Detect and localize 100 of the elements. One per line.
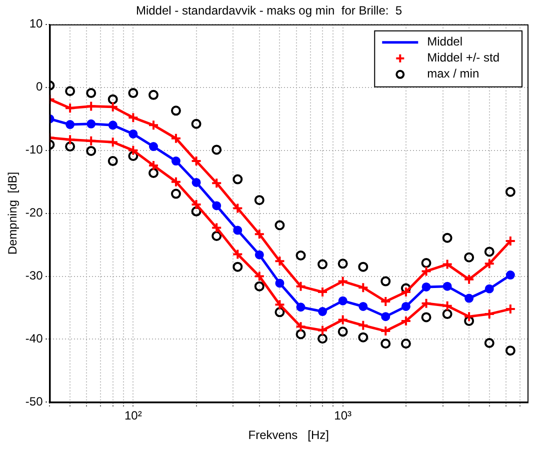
point xyxy=(421,312,432,322)
y-tick-label: -50 xyxy=(25,394,44,409)
point xyxy=(128,88,138,98)
point xyxy=(337,314,348,326)
point xyxy=(505,346,516,356)
point xyxy=(86,146,96,156)
point xyxy=(232,248,244,260)
point xyxy=(318,259,328,270)
point xyxy=(484,246,494,257)
point xyxy=(442,309,452,320)
point xyxy=(65,86,76,96)
point xyxy=(400,338,411,349)
point xyxy=(295,321,306,332)
point xyxy=(442,232,452,243)
point xyxy=(484,338,494,348)
point xyxy=(190,156,202,167)
point xyxy=(274,220,285,230)
point xyxy=(358,320,369,331)
point xyxy=(318,334,328,344)
point xyxy=(381,312,390,322)
point xyxy=(401,302,410,311)
point xyxy=(380,296,392,307)
point xyxy=(358,262,368,272)
point xyxy=(171,156,180,166)
point xyxy=(191,206,202,216)
point xyxy=(317,324,328,336)
point xyxy=(211,178,222,189)
point xyxy=(148,160,159,171)
point xyxy=(442,258,453,270)
point xyxy=(170,106,181,116)
x-tick-label: 10³ xyxy=(334,408,352,423)
point xyxy=(86,88,96,98)
point xyxy=(254,270,265,282)
point xyxy=(107,136,118,148)
point xyxy=(464,252,474,262)
point xyxy=(170,132,182,144)
point xyxy=(420,298,432,309)
point xyxy=(420,266,432,277)
point xyxy=(296,302,306,312)
point xyxy=(400,286,412,298)
y-tick-label: -30 xyxy=(25,268,44,283)
point xyxy=(232,174,243,184)
y-axis-title: Dempning [dB] xyxy=(6,172,20,255)
point xyxy=(190,198,202,210)
y-tick-label: 0 xyxy=(36,80,44,94)
y-tick-label: -20 xyxy=(25,206,44,220)
x-tick-label: 10² xyxy=(124,408,142,423)
legend-label: max / min xyxy=(427,66,480,81)
legend-label: Middel xyxy=(427,34,462,49)
point xyxy=(358,302,368,311)
point xyxy=(358,282,369,294)
point xyxy=(484,258,495,270)
point xyxy=(274,256,286,267)
point xyxy=(254,228,265,240)
point xyxy=(484,284,494,294)
point xyxy=(504,304,516,315)
point xyxy=(211,222,222,234)
y-tick-label: 10 xyxy=(29,16,44,31)
point xyxy=(380,276,391,286)
point xyxy=(148,142,158,152)
point xyxy=(338,326,348,337)
chart-title: Middel - standardavvik - maks og min for Brille: 5 xyxy=(136,4,402,18)
point xyxy=(128,144,139,156)
point xyxy=(400,283,411,294)
x-axis-title: Frekvens [Hz] xyxy=(248,428,329,442)
point xyxy=(212,201,222,210)
point xyxy=(148,168,158,178)
point xyxy=(212,144,222,155)
point xyxy=(86,100,97,112)
point xyxy=(64,134,76,146)
point xyxy=(254,250,264,260)
point xyxy=(400,315,412,326)
point xyxy=(212,230,222,241)
point xyxy=(295,280,306,292)
point xyxy=(296,250,306,260)
legend-label: Middel +/- std xyxy=(427,50,500,65)
point xyxy=(170,188,181,199)
point xyxy=(464,294,474,303)
point xyxy=(442,300,453,312)
point xyxy=(317,286,328,298)
point xyxy=(108,120,118,130)
point xyxy=(442,282,452,291)
point xyxy=(254,281,264,292)
point xyxy=(464,274,475,285)
point xyxy=(422,282,431,292)
point xyxy=(192,178,201,187)
point xyxy=(421,258,432,268)
point xyxy=(337,276,348,287)
point xyxy=(108,156,118,166)
point xyxy=(232,202,244,214)
point xyxy=(254,195,264,206)
point xyxy=(338,258,348,269)
point xyxy=(86,119,96,128)
point xyxy=(170,176,182,188)
point xyxy=(464,311,475,322)
point xyxy=(191,118,202,129)
point xyxy=(484,308,495,320)
point xyxy=(380,338,391,349)
point xyxy=(128,129,138,138)
point xyxy=(128,112,139,124)
